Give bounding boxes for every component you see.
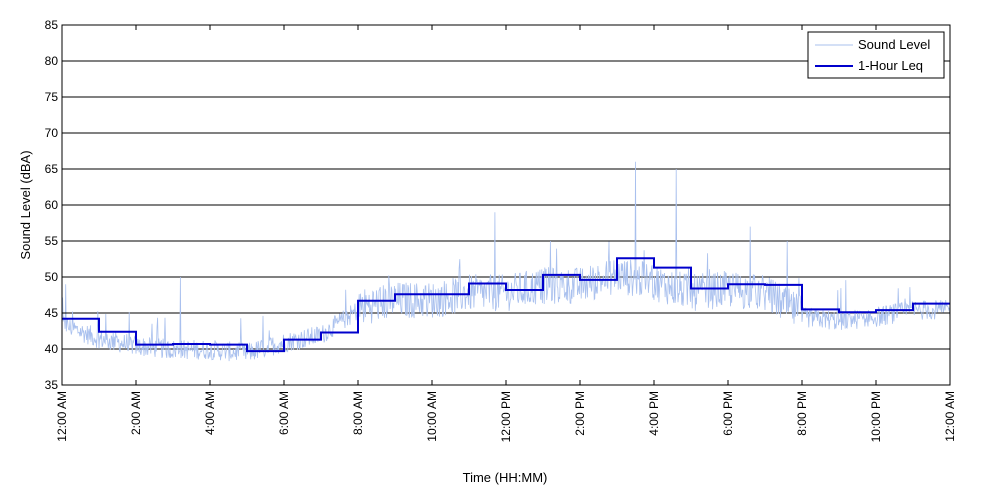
- x-tick-label: 2:00 PM: [573, 391, 587, 436]
- y-axis-label: Sound Level (dBA): [18, 150, 33, 259]
- y-tick-label: 45: [45, 306, 59, 320]
- x-tick-label: 12:00 PM: [499, 391, 513, 442]
- x-tick-label: 12:00 AM: [55, 391, 69, 442]
- y-tick-label: 55: [45, 234, 59, 248]
- y-tick-label: 70: [45, 126, 59, 140]
- grid-lines: [62, 60, 950, 350]
- x-tick-label: 4:00 AM: [203, 391, 217, 435]
- x-tick-label: 6:00 PM: [721, 391, 735, 436]
- legend-label-sound-level: Sound Level: [858, 37, 930, 52]
- legend-label-leq: 1-Hour Leq: [858, 58, 923, 73]
- y-tick-label: 35: [45, 378, 59, 392]
- x-tick-label: 10:00 AM: [425, 391, 439, 442]
- y-tick-label: 65: [45, 162, 59, 176]
- legend: Sound Level 1-Hour Leq: [807, 31, 945, 79]
- leq-series: [62, 257, 950, 353]
- x-axis-ticks: 12:00 AM 2:00 AM 4:00 AM 6:00 AM 8:00 AM 10:0…: [55, 25, 957, 442]
- x-tick-label: 8:00 AM: [351, 391, 365, 435]
- y-axis-ticks: 35 40 45 50 55 60 65 70 75 80 85: [45, 18, 950, 392]
- leq-step-line: [62, 257, 950, 353]
- x-tick-label: 6:00 AM: [277, 391, 291, 435]
- y-tick-label: 85: [45, 18, 59, 32]
- x-tick-label: 2:00 AM: [129, 391, 143, 435]
- legend-box: [807, 31, 945, 79]
- x-tick-label: 4:00 PM: [647, 391, 661, 436]
- x-tick-label: 8:00 PM: [795, 391, 809, 436]
- y-tick-label: 50: [45, 270, 59, 284]
- x-tick-label: 12:00 AM: [943, 391, 957, 442]
- x-axis-label: Time (HH:MM): [463, 470, 548, 485]
- y-tick-label: 40: [45, 342, 59, 356]
- y-tick-label: 75: [45, 90, 59, 104]
- x-tick-label: 10:00 PM: [869, 391, 883, 442]
- y-tick-label: 60: [45, 198, 59, 212]
- y-tick-label: 80: [45, 54, 59, 68]
